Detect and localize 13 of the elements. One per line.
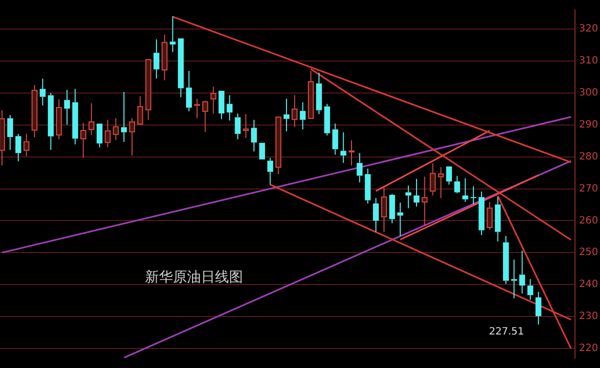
- y-tick-label: 280: [579, 151, 598, 162]
- y-tick-label: 300: [579, 88, 598, 99]
- y-tick-label: 310: [579, 56, 598, 67]
- text: 新华原油日线图: [145, 270, 243, 286]
- y-tick-label: 290: [579, 120, 598, 131]
- y-tick-label: 270: [579, 183, 598, 194]
- y-tick-label: 260: [579, 215, 598, 226]
- y-tick-label: 230: [579, 311, 598, 322]
- annotation: 227.51: [489, 326, 524, 338]
- y-tick-label: 240: [579, 279, 598, 290]
- y-tick-label: 220: [579, 343, 598, 354]
- y-tick-label: 320: [579, 24, 598, 35]
- y-tick-label: 250: [579, 247, 598, 258]
